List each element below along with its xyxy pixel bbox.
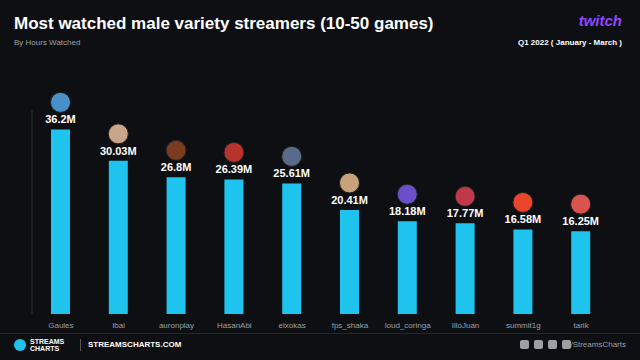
svg-text:17.77M: 17.77M	[447, 207, 484, 219]
html-text:Most watched male variety stre: Most watched male variety streamers (10-…	[14, 14, 434, 33]
svg-text:loud_coringa: loud_coringa	[385, 321, 431, 330]
html-text:/StreamsCharts: /StreamsCharts	[570, 340, 626, 349]
svg-text:fps_shaka: fps_shaka	[332, 321, 369, 330]
svg-text:36.2M: 36.2M	[45, 113, 76, 125]
svg-text:25.61M: 25.61M	[273, 167, 310, 179]
svg-text:HasanAbi: HasanAbi	[217, 321, 252, 330]
svg-text:auronplay: auronplay	[159, 321, 194, 330]
svg-text:Gaules: Gaules	[48, 321, 73, 330]
svg-text:20.41M: 20.41M	[331, 194, 368, 206]
svg-text:IlloJuan: IlloJuan	[452, 321, 480, 330]
svg-text:26.8M: 26.8M	[161, 161, 192, 173]
svg-text:ibai: ibai	[112, 321, 125, 330]
svg-text:summit1g: summit1g	[506, 321, 541, 330]
svg-text:26.39M: 26.39M	[216, 163, 253, 175]
html-text:Q1 2022 ( January - March ): Q1 2022 ( January - March )	[518, 38, 622, 47]
html-text:STREAMSCHARTS.COM: STREAMSCHARTS.COM	[88, 340, 182, 349]
html-text:By Hours Watched: By Hours Watched	[14, 38, 81, 47]
svg-text:tarik: tarik	[574, 321, 590, 330]
html-text:STREAMS: STREAMS	[30, 338, 65, 345]
svg-text:30.03M: 30.03M	[100, 145, 137, 157]
html-text:CHARTS: CHARTS	[30, 345, 60, 352]
html-text:twitch: twitch	[578, 12, 622, 29]
svg-text:16.25M: 16.25M	[562, 215, 599, 227]
svg-text:16.58M: 16.58M	[505, 213, 542, 225]
svg-text:18.18M: 18.18M	[389, 205, 426, 217]
svg-text:elxokas: elxokas	[279, 321, 306, 330]
